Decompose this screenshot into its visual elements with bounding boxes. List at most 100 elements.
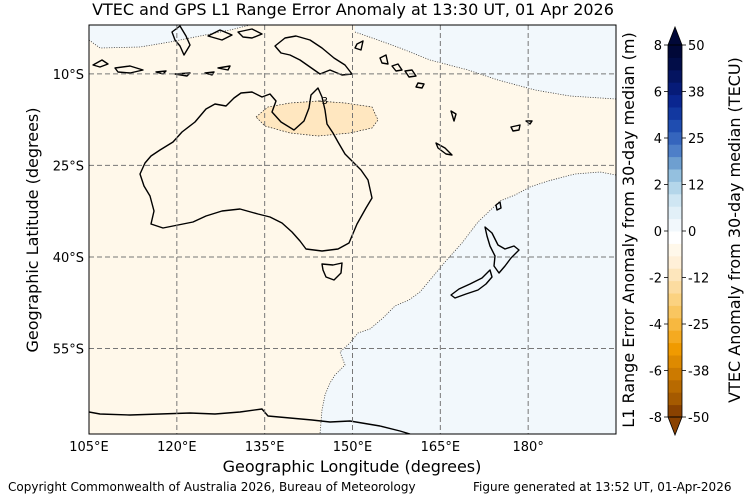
colorbar-swatch [668,280,682,294]
anomaly-field: -3 [89,25,616,434]
colorbar-right-tick-label: -25 [688,318,709,333]
colorbar-swatch [668,131,682,145]
zero-contour-nw [89,25,251,49]
colorbar-swatch [668,317,682,331]
map-frame [88,24,617,435]
island-7 [171,25,191,56]
lon-tick-label: 105°E [69,440,109,455]
lat-tick-label: 40°S [53,251,84,266]
x-axis-label: Geographic Longitude (degrees) [223,457,482,476]
colorbar-swatch [668,379,682,393]
colorbar-swatch [668,268,682,282]
colorbar-swatch [668,243,682,257]
positive-anomaly-region-nw [89,25,250,48]
colorbar-swatch [668,404,682,418]
colorbar-left-label: L1 Range Error Anomaly from 30-day media… [619,32,638,427]
colorbar-left-tick-label: -8 [649,411,662,426]
positive-anomaly-region-north [355,25,616,99]
latitude-tick-labels: 10°S 25°S 40°S 55°S [53,68,84,358]
colorbar-swatch [668,305,682,319]
zero-contour-east [319,171,616,434]
colorbar-swatch [668,231,682,244]
colorbar-right-tick-label: -38 [688,365,709,380]
generated-footer: Figure generated at 13:52 UT, 01-Apr-202… [473,480,732,494]
island-12 [391,63,403,72]
longitude-tick-labels: 105°E 120°E 135°E 150°E 165°E 180° [69,440,544,455]
colorbar-swatch [668,82,682,96]
graticule [89,25,616,434]
nz-north-coast [484,226,520,274]
colorbar-right-tick-label: 0 [688,225,696,240]
colorbar-right-tick-label: -50 [688,411,709,426]
colorbar-left-tick-label: 0 [654,225,662,240]
colorbar-left-tick-labels: 8 6 4 2 0 -2 -4 -6 -8 [649,39,668,426]
colorbar-left-tick-label: 4 [654,132,662,147]
nz-south-coast [450,269,493,299]
contour-label: -3 [318,96,328,107]
colorbar-left-tick-label: -6 [649,365,662,380]
colorbar-swatch [668,293,682,306]
island-1 [114,65,144,74]
colorbar-swatch [668,218,682,232]
island-11 [379,54,389,65]
lon-tick-label: 135°E [245,440,285,455]
colorbar-swatch [668,57,682,71]
colorbar-min-arrow [667,416,683,437]
positive-anomaly-region [320,25,616,434]
island-3 [155,70,167,75]
colorbar-swatch [668,392,682,406]
colorbar-swatch [668,156,682,170]
chart-title: VTEC and GPS L1 Range Error Anomaly at 1… [92,0,614,19]
colorbar-right-tick-label: -12 [688,272,709,287]
island-19 [495,201,502,211]
colorbar-swatch [668,193,682,207]
colorbar-swatch [668,94,682,108]
colorbar-swatch [668,107,682,120]
island-4 [174,72,191,77]
island-6 [217,65,231,71]
coastlines [89,25,533,434]
colorbar-swatch [668,169,682,182]
colorbar-swatch [668,206,682,220]
new-guinea-coast [274,35,353,76]
colorbar-swatch [668,367,682,381]
colorbar-left-tick-label: -2 [649,272,662,287]
colorbar-swatch [668,342,682,356]
island-10 [354,40,364,51]
island-16 [435,142,453,156]
island-15 [450,110,457,122]
tasmania-coast [321,262,343,281]
zero-contour-north [354,31,616,100]
colorbar-right-tick-labels: 50 38 25 12 0 -12 -25 -38 -50 [682,39,709,426]
colorbar-left-tick-label: 2 [654,179,662,194]
colorbar-swatch [668,45,682,58]
lat-tick-label: 55°S [53,343,84,358]
colorbar-max-arrow [667,25,683,46]
island-17 [510,124,521,132]
australia-coast [139,87,373,252]
lat-tick-label: 10°S [53,68,84,83]
colorbar-right-tick-label: 12 [688,179,705,194]
island-9 [237,28,263,39]
colorbar-swatch [668,69,682,83]
island-14 [415,82,425,89]
lon-tick-label: 165°E [421,440,461,455]
colorbar-right-tick-label: 25 [688,132,705,147]
colorbar-left-tick-label: 6 [654,86,662,101]
colorbar-left-tick-label: 8 [654,39,662,54]
colorbar [667,25,683,437]
island-8 [207,29,233,41]
colorbar-swatch [668,144,682,158]
lon-tick-label: 180° [513,440,544,455]
colorbar-right-tick-label: 50 [688,39,705,54]
colorbar-swatch [668,330,682,344]
negative-anomaly-patch [255,100,379,137]
lon-tick-label: 120°E [157,440,197,455]
y-axis-label: Geographic Latitude (degrees) [23,107,42,352]
lon-tick-label: 150°E [333,440,373,455]
copyright-footer: Copyright Commonwealth of Australia 2026… [8,480,416,494]
colorbar-swatch [668,119,682,133]
lat-tick-label: 25°S [53,159,84,174]
colorbar-right-tick-label: 38 [688,86,705,101]
